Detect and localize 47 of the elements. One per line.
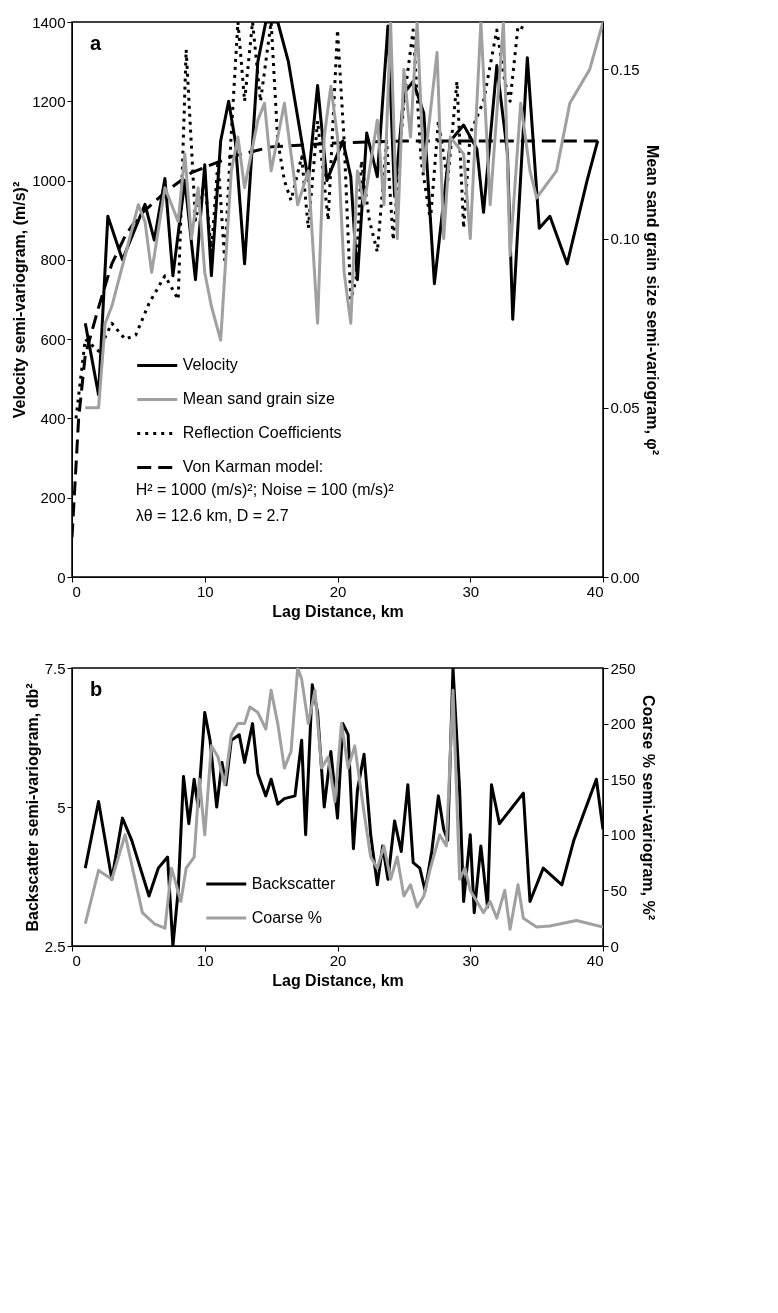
y-tick-label: 800 bbox=[40, 251, 66, 269]
legend-label: Velocity bbox=[182, 356, 238, 374]
y-tick-label: 0 bbox=[57, 568, 66, 586]
y2-tick-label: 250 bbox=[610, 659, 636, 677]
x-tick-label: 30 bbox=[462, 951, 480, 969]
y2-tick-label: 50 bbox=[610, 881, 628, 899]
y-tick-label: 1000 bbox=[32, 172, 66, 190]
y-tick-label: 7.5 bbox=[44, 659, 66, 677]
legend-label: Coarse % bbox=[251, 909, 322, 927]
y2-tick-label: 0.05 bbox=[610, 399, 640, 417]
y-tick-label: 1400 bbox=[32, 13, 66, 31]
y2-tick-label: 200 bbox=[610, 715, 636, 733]
y2-axis-title: Coarse % semi-variogram, %² bbox=[639, 695, 657, 920]
legend-label: Backscatter bbox=[251, 875, 337, 893]
x-tick-label: 0 bbox=[72, 951, 81, 969]
y2-tick-label: 0.00 bbox=[610, 568, 640, 586]
y2-tick-label: 100 bbox=[610, 826, 636, 844]
x-tick-label: 40 bbox=[586, 582, 604, 600]
y2-tick-label: 0.10 bbox=[610, 230, 640, 248]
x-tick-label: 10 bbox=[196, 951, 214, 969]
x-axis-title: Lag Distance, km bbox=[272, 602, 404, 620]
annotation: H² = 1000 (m/s)²; Noise = 100 (m/s)² bbox=[135, 480, 395, 498]
legend-label: Mean sand grain size bbox=[182, 390, 335, 408]
x-tick-label: 30 bbox=[462, 582, 480, 600]
text: b bbox=[90, 678, 103, 700]
x-axis-title: Lag Distance, km bbox=[272, 971, 404, 989]
y-tick-label: 200 bbox=[40, 489, 66, 507]
x-tick-label: 0 bbox=[72, 582, 81, 600]
text: a bbox=[90, 32, 102, 54]
annotation: λθ = 12.6 km, D = 2.7 bbox=[135, 506, 289, 524]
y-tick-label: 5 bbox=[57, 798, 66, 816]
x-tick-label: 20 bbox=[329, 951, 347, 969]
x-tick-label: 40 bbox=[586, 951, 604, 969]
legend-label: Reflection Coefficients bbox=[182, 424, 342, 442]
y2-tick-label: 0 bbox=[610, 937, 619, 955]
y-tick-label: 2.5 bbox=[44, 937, 66, 955]
y-tick-label: 600 bbox=[40, 330, 66, 348]
x-tick-label: 20 bbox=[329, 582, 347, 600]
legend-label: Von Karman model: bbox=[182, 458, 324, 476]
y-tick-label: 1200 bbox=[32, 92, 66, 110]
y2-tick-label: 0.15 bbox=[610, 60, 640, 78]
y2-axis-title: Mean sand grain size semi-variogram, φ² bbox=[643, 144, 661, 456]
y-axis-title: Velocity semi-variogram, (m/s)² bbox=[11, 181, 29, 419]
y-axis-title: Backscatter semi-variogram, db² bbox=[23, 683, 41, 932]
x-tick-label: 10 bbox=[196, 582, 214, 600]
y-tick-label: 400 bbox=[40, 409, 66, 427]
y2-tick-label: 150 bbox=[610, 770, 636, 788]
